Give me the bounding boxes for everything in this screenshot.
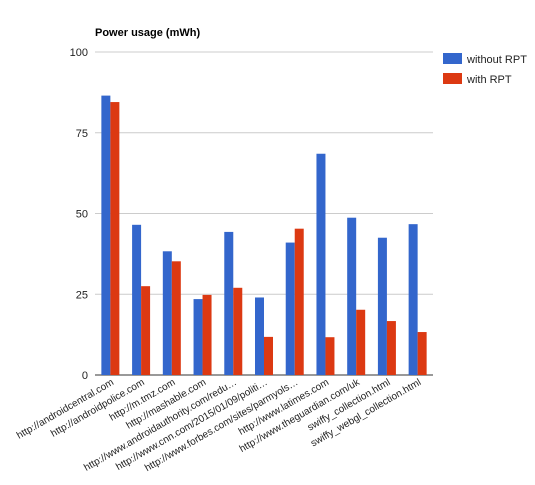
bar-without-rpt bbox=[193, 299, 203, 375]
legend-swatch bbox=[443, 73, 462, 84]
bar-without-rpt bbox=[162, 251, 172, 375]
bars bbox=[101, 95, 427, 375]
bar-with-rpt bbox=[202, 294, 212, 375]
bar-without-rpt bbox=[285, 242, 295, 375]
bar-without-rpt bbox=[255, 297, 264, 375]
legend-label: without RPT bbox=[466, 54, 527, 66]
bar-with-rpt bbox=[325, 337, 335, 375]
y-tick-label: 100 bbox=[70, 47, 88, 59]
y-tick-label: 50 bbox=[76, 209, 88, 221]
bar-with-rpt bbox=[264, 336, 273, 375]
bar-without-rpt bbox=[316, 153, 326, 375]
y-tick-label: 75 bbox=[76, 128, 88, 140]
bar-with-rpt bbox=[386, 321, 396, 375]
chart-title: Power usage (mWh) bbox=[95, 27, 200, 39]
bar-without-rpt bbox=[101, 95, 111, 375]
y-axis-tick-labels: 0 25 50 75 100 bbox=[70, 47, 88, 382]
y-tick-label: 0 bbox=[82, 370, 88, 382]
bar-without-rpt bbox=[408, 224, 418, 375]
bar-with-rpt bbox=[110, 102, 120, 375]
x-axis-category-labels: http://androidcentral.comhttp://androidp… bbox=[15, 377, 423, 475]
bar-without-rpt bbox=[132, 224, 142, 375]
bar-with-rpt bbox=[356, 309, 366, 375]
bar-with-rpt bbox=[294, 228, 304, 375]
bar-without-rpt bbox=[347, 217, 357, 375]
bar-with-rpt bbox=[233, 287, 243, 375]
legend: without RPT with RPT bbox=[443, 53, 527, 86]
y-tick-label: 25 bbox=[76, 289, 88, 301]
bar-with-rpt bbox=[417, 332, 427, 375]
legend-label: with RPT bbox=[466, 74, 512, 86]
bar-with-rpt bbox=[141, 286, 151, 375]
bar-without-rpt bbox=[224, 231, 234, 375]
bar-with-rpt bbox=[171, 261, 181, 375]
legend-swatch bbox=[443, 53, 462, 64]
bar-without-rpt bbox=[377, 237, 387, 375]
gridlines bbox=[95, 51, 433, 376]
